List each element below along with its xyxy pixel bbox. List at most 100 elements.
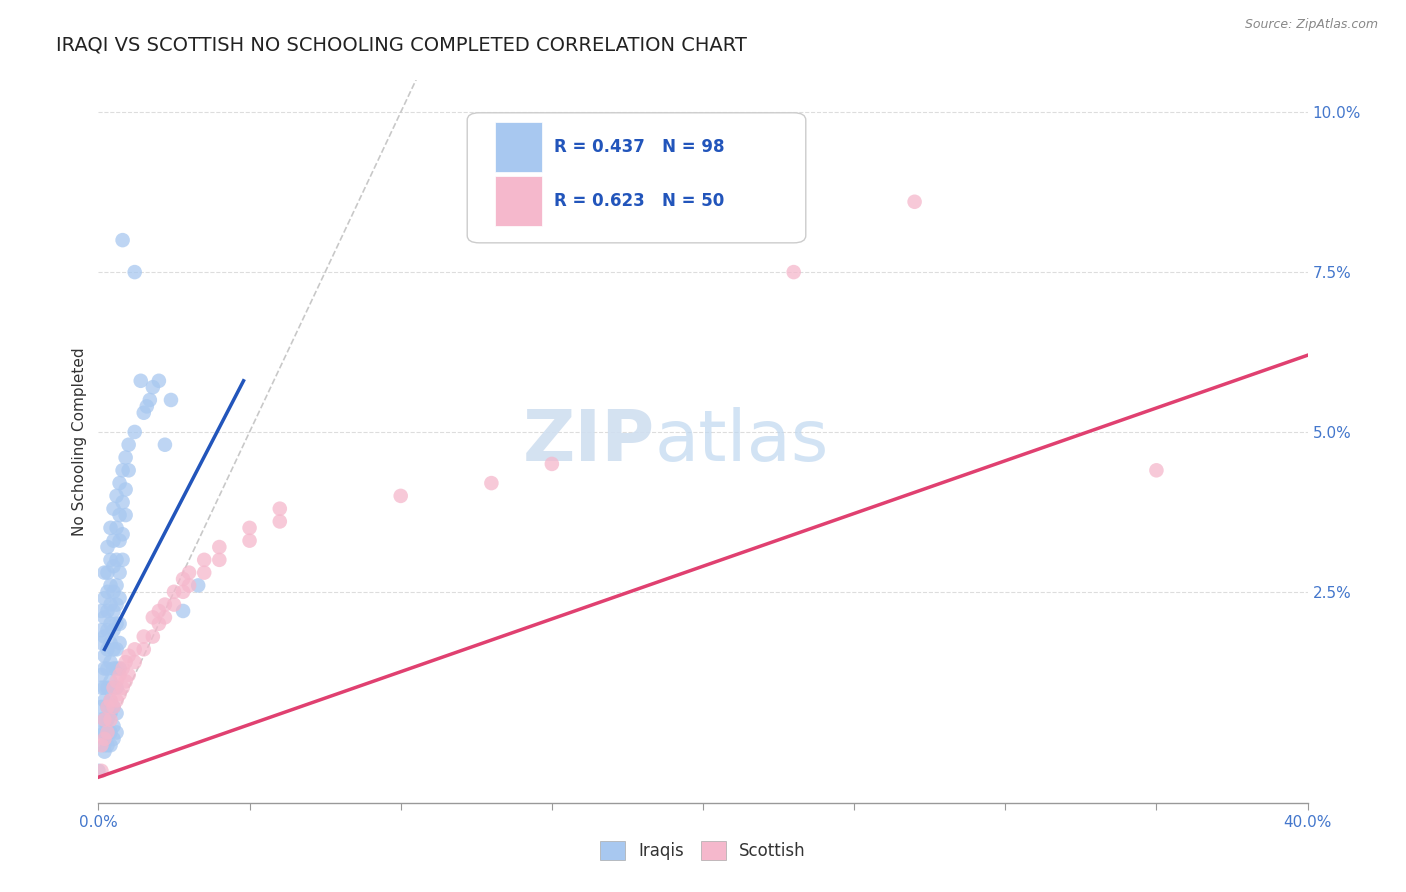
Point [93, 648, 115, 663]
Point [105, 642, 128, 657]
Point [163, 598, 186, 612]
Point [239, 521, 262, 535]
Point [108, 476, 131, 491]
Point [108, 533, 131, 548]
Point [100, 521, 122, 535]
Point [142, 630, 165, 644]
Point [118, 438, 141, 452]
Point [103, 584, 125, 599]
Point [132, 642, 155, 657]
Point [96, 713, 118, 727]
Point [96, 725, 118, 739]
Point [96, 725, 118, 739]
Point [187, 578, 209, 592]
Point [193, 566, 215, 580]
Text: Source: ZipAtlas.com: Source: ZipAtlas.com [1244, 18, 1378, 31]
Point [269, 501, 291, 516]
Point [103, 699, 125, 714]
Point [114, 483, 136, 497]
Point [100, 738, 122, 752]
Point [129, 374, 152, 388]
FancyBboxPatch shape [467, 112, 806, 243]
Point [108, 508, 131, 522]
Legend: Iraqis, Scottish: Iraqis, Scottish [593, 834, 813, 867]
Text: R = 0.623   N = 50: R = 0.623 N = 50 [554, 192, 724, 210]
Point [93, 566, 115, 580]
Point [103, 642, 125, 657]
Point [124, 655, 146, 669]
Point [105, 706, 128, 721]
Point [93, 713, 115, 727]
Point [93, 738, 115, 752]
Point [100, 598, 122, 612]
Point [172, 572, 194, 586]
Point [108, 687, 131, 701]
Point [103, 501, 125, 516]
Point [103, 604, 125, 618]
Point [163, 584, 186, 599]
Point [124, 265, 146, 279]
Point [132, 406, 155, 420]
Point [1144, 463, 1167, 477]
Point [90, 604, 112, 618]
Point [114, 655, 136, 669]
Point [208, 553, 231, 567]
Point [103, 661, 125, 675]
Point [105, 489, 128, 503]
Point [389, 489, 412, 503]
Point [87, 764, 110, 778]
Point [124, 425, 146, 439]
Point [90, 725, 112, 739]
Point [90, 699, 112, 714]
Point [540, 457, 562, 471]
Point [103, 719, 125, 733]
Point [148, 616, 170, 631]
Text: R = 0.437   N = 98: R = 0.437 N = 98 [554, 137, 724, 156]
Point [90, 764, 112, 778]
Point [100, 693, 122, 707]
Point [96, 699, 118, 714]
Point [114, 508, 136, 522]
Point [108, 616, 131, 631]
Point [193, 553, 215, 567]
Text: IRAQI VS SCOTTISH NO SCHOOLING COMPLETED CORRELATION CHART: IRAQI VS SCOTTISH NO SCHOOLING COMPLETED… [56, 36, 747, 54]
Point [96, 738, 118, 752]
Point [118, 463, 141, 477]
Point [103, 623, 125, 637]
Point [111, 553, 134, 567]
Point [96, 661, 118, 675]
Point [111, 661, 134, 675]
Point [100, 674, 122, 689]
Point [135, 400, 157, 414]
Point [90, 623, 112, 637]
Point [96, 604, 118, 618]
Point [108, 636, 131, 650]
Point [153, 598, 176, 612]
FancyBboxPatch shape [495, 177, 543, 227]
Point [93, 661, 115, 675]
FancyBboxPatch shape [495, 122, 543, 172]
Point [90, 738, 112, 752]
Point [105, 674, 128, 689]
Point [208, 540, 231, 554]
Point [153, 610, 176, 624]
Point [105, 681, 128, 695]
Point [105, 661, 128, 675]
Point [269, 515, 291, 529]
Point [90, 681, 112, 695]
Point [179, 578, 201, 592]
Point [114, 674, 136, 689]
Point [103, 559, 125, 574]
Point [148, 604, 170, 618]
Point [105, 553, 128, 567]
Point [239, 533, 262, 548]
Point [96, 540, 118, 554]
Point [118, 668, 141, 682]
Point [105, 578, 128, 592]
Point [148, 374, 170, 388]
Point [783, 265, 806, 279]
Point [179, 566, 201, 580]
Point [142, 380, 165, 394]
Point [93, 731, 115, 746]
Point [132, 630, 155, 644]
